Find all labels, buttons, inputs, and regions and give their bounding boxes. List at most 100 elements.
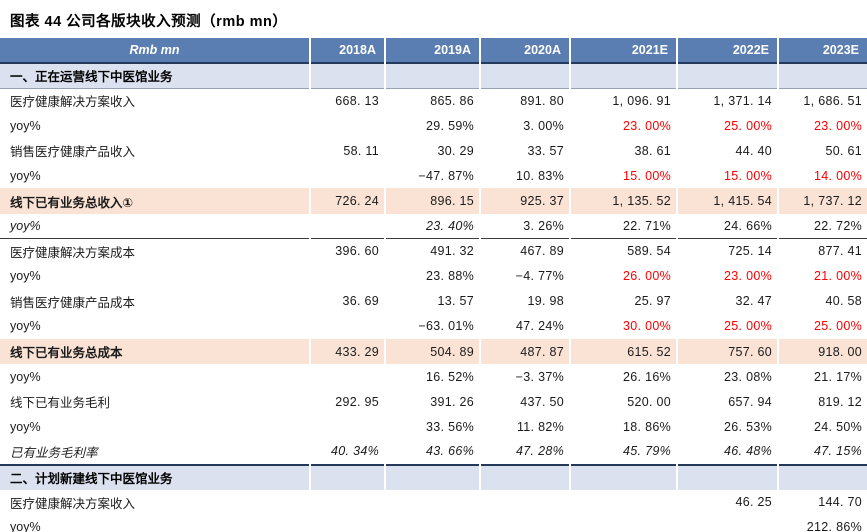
table-row: 已有业务毛利率 40. 34% 43. 66% 47. 28% 45. 79% 46. 4…: [0, 439, 867, 466]
value-cell: [569, 61, 677, 89]
value-cell: 22. 71%: [569, 213, 677, 240]
value-cell: 14. 00%: [777, 163, 867, 189]
value-cell: [777, 61, 867, 89]
table-row: yoy% −47. 87% 10. 83% 15. 00% 15. 00% 14. 00%: [0, 163, 867, 189]
value-cell: [479, 463, 570, 490]
value-cell: 504. 89: [384, 339, 480, 365]
table-row: 销售医疗健康产品收入 58. 11 30. 29 33. 57 38. 61 44. 40…: [0, 138, 867, 164]
table-row: 线下已有业务毛利 292. 95 391. 26 437. 50 520. 00 657.…: [0, 389, 867, 415]
section-header-row: 一、正在运营线下中医馆业务: [0, 61, 867, 89]
row-label: yoy%: [10, 520, 41, 532]
row-label: yoy%: [10, 168, 41, 183]
value-cell: [309, 514, 385, 532]
value-cell: 26. 00%: [569, 263, 677, 289]
value-cell: 865. 86: [384, 88, 480, 114]
value-cell: [309, 163, 385, 189]
value-cell: 1, 371. 14: [676, 88, 778, 114]
value-cell: 19. 98: [479, 288, 570, 314]
value-cell: 46. 25: [676, 489, 778, 515]
value-cell: 1, 135. 52: [569, 188, 677, 214]
value-cell: 925. 37: [479, 188, 570, 214]
value-cell: 46. 48%: [676, 439, 778, 466]
value-cell: [569, 489, 677, 515]
row-label: 销售医疗健康产品收入: [10, 145, 136, 160]
table-row: yoy% 23. 88% −4. 77% 26. 00% 23. 00% 21. 00%: [0, 263, 867, 289]
row-label: 线下已有业务总成本: [0, 339, 310, 365]
value-cell: 144. 70: [777, 489, 867, 515]
table-row: yoy% 33. 56% 11. 82% 18. 86% 26. 53% 24. 50%: [0, 414, 867, 440]
value-cell: 757. 60: [676, 339, 778, 365]
value-cell: 1, 415. 54: [676, 188, 778, 214]
value-cell: 391. 26: [384, 389, 480, 415]
figure-title: 图表 44 公司各版块收入预测（rmb mn）: [10, 14, 288, 30]
table-row: 医疗健康解决方案收入 46. 25 144. 70: [0, 489, 867, 515]
row-label: 线下已有业务总收入①: [0, 188, 310, 214]
value-cell: 21. 17%: [777, 364, 867, 390]
value-cell: 26. 16%: [569, 364, 677, 390]
value-cell: 45. 79%: [569, 439, 677, 466]
value-cell: 33. 57: [479, 138, 570, 164]
year-header-2020a: 2020A: [479, 38, 570, 63]
row-label: yoy%: [10, 369, 41, 384]
value-cell: [309, 61, 385, 89]
value-cell: 47. 15%: [777, 439, 867, 466]
value-cell: 21. 00%: [777, 263, 867, 289]
value-cell: [384, 463, 480, 490]
value-cell: 30. 29: [384, 138, 480, 164]
value-cell: 36. 69: [309, 288, 385, 314]
year-header-2021e: 2021E: [569, 38, 677, 63]
value-cell: 433. 29: [309, 339, 385, 365]
value-cell: 33. 56%: [384, 414, 480, 440]
value-cell: 23. 00%: [676, 263, 778, 289]
value-cell: 44. 40: [676, 138, 778, 164]
value-cell: [309, 463, 385, 490]
value-cell: 16. 52%: [384, 364, 480, 390]
value-cell: [777, 463, 867, 490]
table-row: 线下已有业务总收入① 726. 24 896. 15 925. 37 1, 135. 5…: [0, 188, 867, 214]
year-header-2019a: 2019A: [384, 38, 480, 63]
value-cell: 25. 97: [569, 288, 677, 314]
row-label: 线下已有业务毛利: [10, 396, 111, 411]
year-header-2023e: 2023E: [777, 38, 867, 63]
value-cell: 292. 95: [309, 389, 385, 415]
value-cell: 896. 15: [384, 188, 480, 214]
row-label: 销售医疗健康产品成本: [10, 295, 136, 310]
value-cell: 668. 13: [309, 88, 385, 114]
value-cell: 24. 66%: [676, 213, 778, 240]
table-header-row: Rmb mn 2018A 2019A 2020A 2021E 2022E 202…: [0, 38, 867, 63]
value-cell: 1, 096. 91: [569, 88, 677, 114]
value-cell: [676, 514, 778, 532]
section-title: 二、计划新建线下中医馆业务: [0, 463, 310, 490]
value-cell: 58. 11: [309, 138, 385, 164]
row-label: yoy%: [10, 118, 41, 133]
value-cell: [309, 213, 385, 240]
value-cell: 23. 40%: [384, 213, 480, 240]
table-row: yoy% 212. 86%: [0, 514, 867, 532]
year-header-2018a: 2018A: [309, 38, 385, 63]
value-cell: 819. 12: [777, 389, 867, 415]
value-cell: 32. 47: [676, 288, 778, 314]
value-cell: 23. 88%: [384, 263, 480, 289]
value-cell: 467. 89: [479, 238, 570, 264]
value-cell: [309, 313, 385, 340]
revenue-forecast-table: Rmb mn 2018A 2019A 2020A 2021E 2022E 202…: [0, 38, 867, 532]
value-cell: 615. 52: [569, 339, 677, 365]
table-row: yoy% 29. 59% 3. 00% 23. 00% 25. 00% 23. 00%: [0, 113, 867, 139]
value-cell: −3. 37%: [479, 364, 570, 390]
row-label: yoy%: [10, 419, 41, 434]
value-cell: 25. 00%: [777, 313, 867, 340]
value-cell: [384, 489, 480, 515]
year-header-2022e: 2022E: [676, 38, 778, 63]
value-cell: 725. 14: [676, 238, 778, 264]
value-cell: 11. 82%: [479, 414, 570, 440]
section-header-row: 二、计划新建线下中医馆业务: [0, 463, 867, 490]
row-label: 医疗健康解决方案收入: [10, 95, 136, 110]
value-cell: [309, 113, 385, 139]
row-label: 已有业务毛利率: [0, 439, 310, 466]
value-cell: 24. 50%: [777, 414, 867, 440]
value-cell: 23. 08%: [676, 364, 778, 390]
row-label: yoy%: [10, 319, 41, 334]
table-row: 医疗健康解决方案成本 396. 60 491. 32 467. 89 589. 54 72…: [0, 238, 867, 264]
value-cell: [569, 514, 677, 532]
